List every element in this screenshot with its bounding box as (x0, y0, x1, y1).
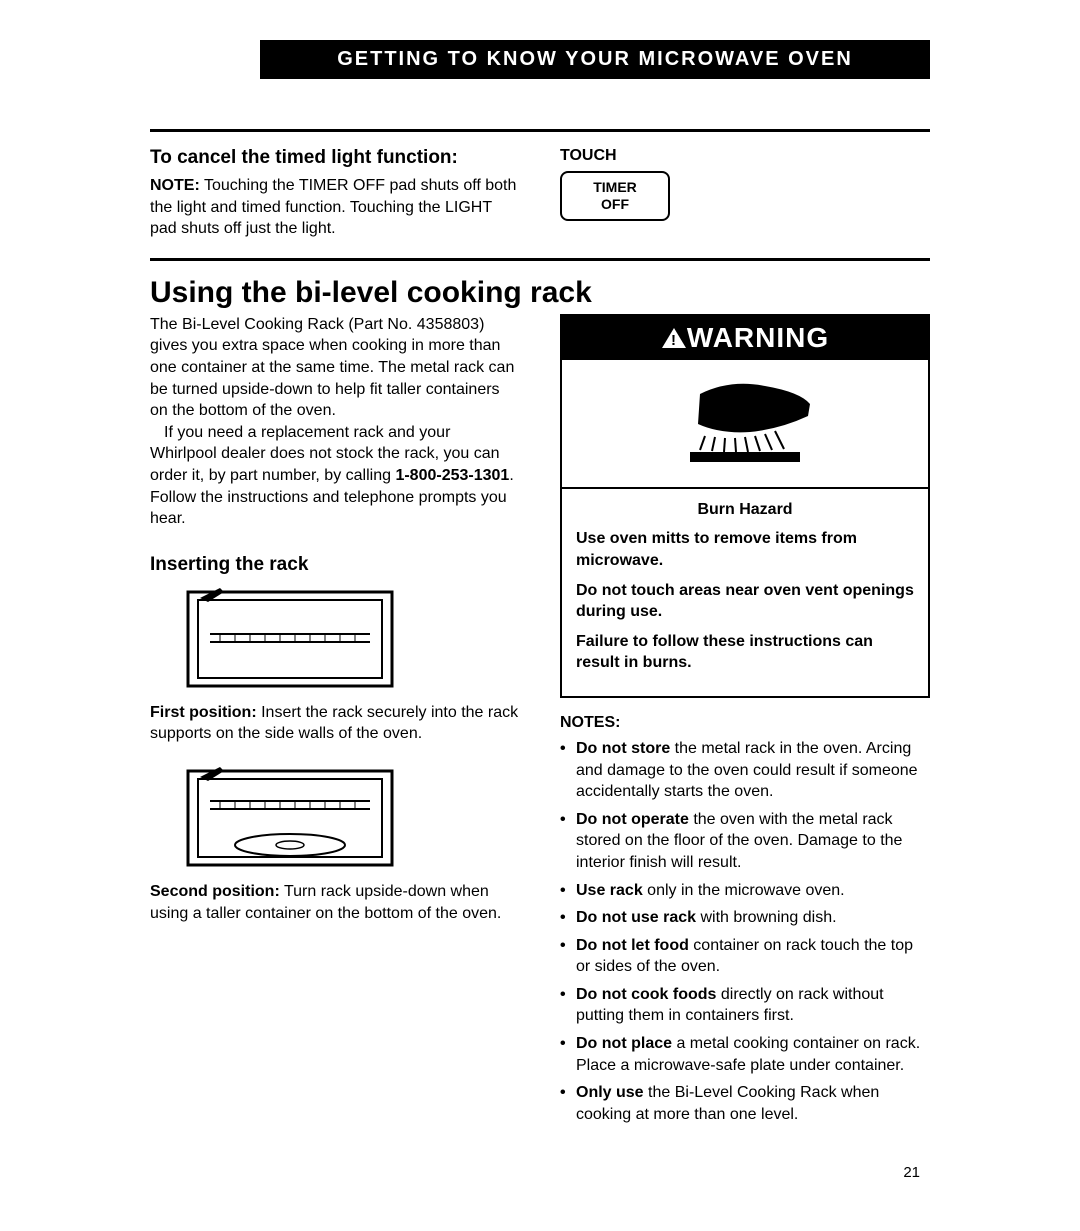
note-bold: Do not place (576, 1035, 672, 1052)
warning-line3: Failure to follow these instructions can… (576, 631, 914, 674)
inserting-head: Inserting the rack (150, 554, 520, 576)
note-bold: Do not let food (576, 937, 689, 954)
notes-head: NOTES: (560, 714, 930, 732)
page-number: 21 (903, 1164, 920, 1181)
note-item: Do not let food container on rack touch … (560, 935, 930, 978)
rack-position2-illustration (180, 763, 400, 873)
note-text: only in the microwave oven. (643, 882, 845, 899)
section-cancel-timed-light: To cancel the timed light function: NOTE… (150, 147, 930, 240)
warning-line1: Use oven mitts to remove items from micr… (576, 528, 914, 571)
notes-list: Do not store the metal rack in the oven.… (560, 738, 930, 1126)
timer-off-line1: TIMER (566, 179, 664, 196)
burn-icon-area (562, 360, 928, 489)
timer-off-button: TIMER OFF (560, 171, 670, 221)
note-item: Do not store the metal rack in the oven.… (560, 738, 930, 803)
divider-2 (150, 258, 930, 261)
bilevel-para2: If you need a replacement rack and your … (150, 422, 520, 530)
position1-caption: First position: Insert the rack securely… (150, 702, 520, 745)
warning-triangle-icon: ! (661, 327, 687, 349)
timer-off-line2: OFF (566, 196, 664, 213)
note-body: Touching the TIMER OFF pad shuts off bot… (150, 177, 516, 237)
note-bold: Do not operate (576, 811, 689, 828)
phone-number: 1-800-253-1301 (395, 467, 509, 484)
note-item: Do not cook foods directly on rack witho… (560, 984, 930, 1027)
pos1-label: First position: (150, 704, 257, 721)
rack-position1-illustration (180, 584, 400, 694)
warning-header-text: WARNING (687, 322, 829, 353)
warning-box: ! WARNING Burn Hazard Use oven mit (560, 314, 930, 698)
note-bold: Use rack (576, 882, 643, 899)
warning-line2: Do not touch areas near oven vent openin… (576, 580, 914, 623)
note-bold: Only use (576, 1084, 644, 1101)
cancel-note: NOTE: Touching the TIMER OFF pad shuts o… (150, 175, 520, 240)
warning-header: ! WARNING (562, 316, 928, 360)
bilevel-content: The Bi-Level Cooking Rack (Part No. 4358… (150, 314, 930, 1132)
burn-hand-icon (670, 374, 820, 474)
note-bold: Do not store (576, 740, 670, 757)
divider-1 (150, 129, 930, 132)
cancel-title: To cancel the timed light function: (150, 147, 520, 169)
position2-caption: Second position: Turn rack upside-down w… (150, 881, 520, 924)
svg-text:!: ! (671, 332, 677, 349)
note-item: Do not use rack with browning dish. (560, 907, 930, 929)
note-text: with browning dish. (696, 909, 837, 926)
note-item: Only use the Bi-Level Cooking Rack when … (560, 1082, 930, 1125)
note-item: Use rack only in the microwave oven. (560, 880, 930, 902)
note-prefix: NOTE: (150, 177, 200, 194)
warning-body: Burn Hazard Use oven mitts to remove ite… (562, 489, 928, 696)
bilevel-para1: The Bi-Level Cooking Rack (Part No. 4358… (150, 314, 520, 422)
note-bold: Do not cook foods (576, 986, 716, 1003)
bilevel-title: Using the bi-level cooking rack (150, 276, 930, 310)
note-item: Do not place a metal cooking container o… (560, 1033, 930, 1076)
note-bold: Do not use rack (576, 909, 696, 926)
touch-label: TOUCH (560, 147, 930, 165)
pos2-label: Second position: (150, 883, 280, 900)
note-item: Do not operate the oven with the metal r… (560, 809, 930, 874)
burn-hazard-label: Burn Hazard (576, 499, 914, 521)
page-header-bar: GETTING TO KNOW YOUR MICROWAVE OVEN (260, 40, 930, 79)
